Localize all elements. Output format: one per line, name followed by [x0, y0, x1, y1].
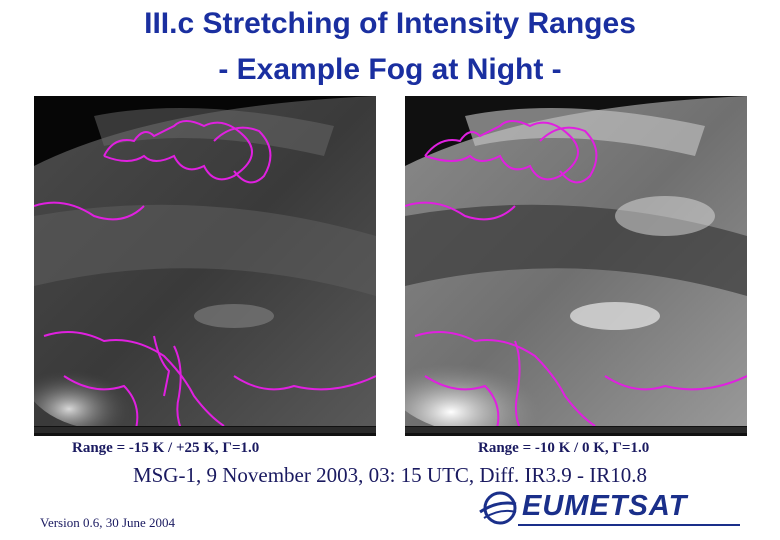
satellite-image-right — [405, 96, 747, 436]
slide-title-subline: - Example Fog at Night - — [218, 53, 562, 86]
caption-left: Range = -15 K / +25 K, Γ=1.0 — [72, 440, 260, 456]
version-label: Version 0.6, 30 June 2004 — [40, 515, 176, 530]
caption-right: Range = -10 K / 0 K, Γ=1.0 — [478, 440, 650, 456]
logo-text: EUMETSAT — [522, 490, 688, 522]
eumetsat-globe-icon — [479, 491, 517, 525]
slide-title: III.c Stretching of Intensity Ranges — [144, 7, 636, 40]
eumetsat-logo: EUMETSAT — [478, 490, 778, 526]
satellite-image-left — [34, 96, 376, 436]
image-subtitle: MSG-1, 9 November 2003, 03: 15 UTC, Diff… — [132, 463, 648, 487]
logo-underline — [518, 524, 740, 526]
